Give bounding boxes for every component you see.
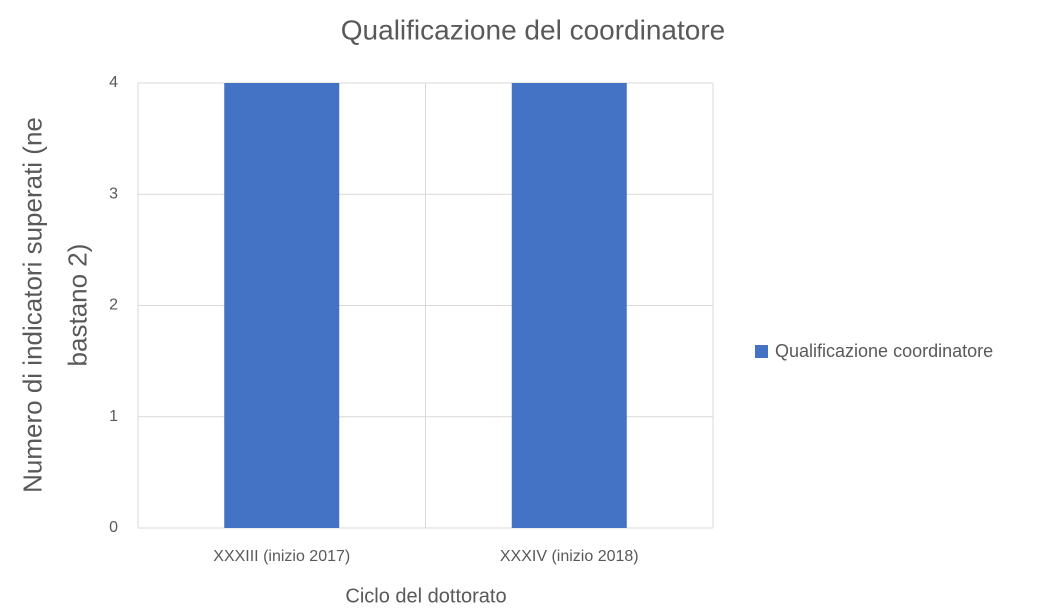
x-axis-title: Ciclo del dottorato: [345, 585, 506, 607]
bar: [511, 83, 627, 528]
y-tick-label: 2: [109, 297, 118, 314]
bar: [224, 83, 340, 528]
y-tick-label: 4: [109, 74, 118, 91]
y-tick-label: 1: [109, 408, 118, 425]
chart-title: Qualificazione del coordinatore: [341, 14, 725, 45]
legend-label: Qualificazione coordinatore: [775, 341, 993, 361]
x-tick-label: XXXIII (inizio 2017): [213, 548, 350, 565]
y-axis-title: Numero di indicatori superati (ne bastano…: [17, 117, 92, 493]
x-tick-label: XXXIV (inizio 2018): [500, 548, 639, 565]
y-tick-label: 3: [109, 185, 118, 202]
legend-swatch: [755, 345, 768, 358]
y-tick-label: 0: [109, 519, 118, 536]
